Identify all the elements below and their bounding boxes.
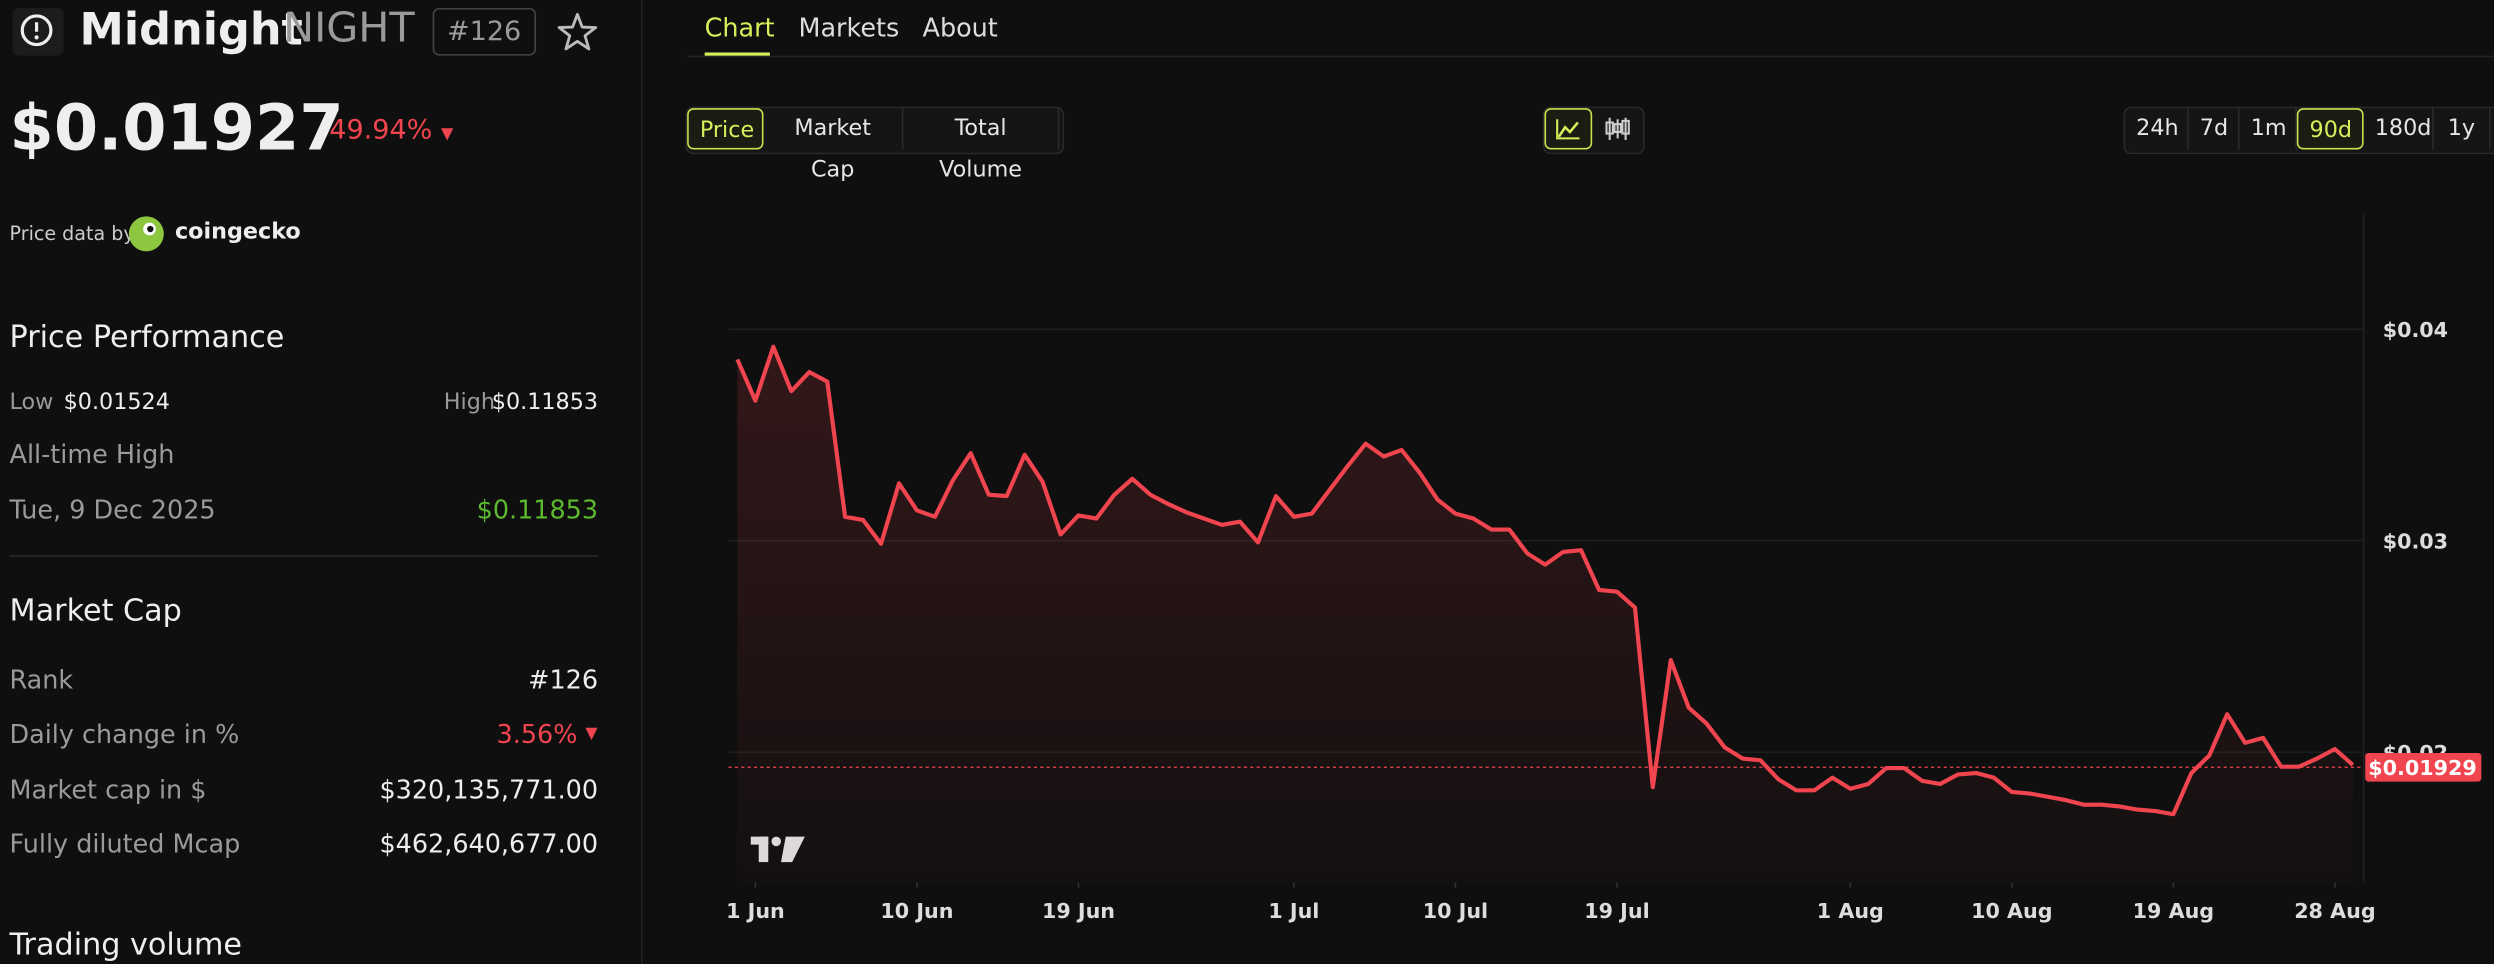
row-value: #126 bbox=[528, 664, 599, 696]
tab-divider bbox=[687, 55, 2494, 58]
metric-button[interactable]: Price bbox=[687, 108, 764, 150]
range-button[interactable]: 90d bbox=[2296, 108, 2364, 150]
down-arrow: ▼ bbox=[440, 125, 454, 144]
sidebar-border bbox=[641, 0, 643, 964]
x-tick-label: 19 Jul bbox=[1584, 899, 1649, 923]
x-tick-label: 1 Jul bbox=[1268, 899, 1319, 923]
price-change-value: 49.94% bbox=[329, 114, 433, 147]
x-tick-label: 28 Aug bbox=[2294, 899, 2375, 923]
x-tick-label: 10 Aug bbox=[1971, 899, 2052, 923]
row-value: $462,640,677.00 bbox=[379, 828, 599, 859]
coin-name: Midnight bbox=[79, 3, 303, 56]
tab-underline bbox=[704, 52, 770, 56]
rank-badge: #126 bbox=[432, 7, 536, 56]
coin-symbol: NIGHT bbox=[283, 4, 415, 53]
tab[interactable]: Chart bbox=[704, 12, 775, 43]
info-icon bbox=[20, 14, 53, 47]
x-tick-label: 1 Jun bbox=[726, 899, 785, 923]
x-tick-label: 19 Aug bbox=[2133, 899, 2214, 923]
range-button[interactable]: 1y bbox=[2434, 108, 2491, 150]
price: $0.01927 bbox=[9, 92, 344, 166]
tab[interactable]: About bbox=[922, 12, 998, 43]
tab[interactable]: Markets bbox=[798, 12, 900, 43]
row-label: Rank bbox=[9, 664, 74, 696]
coingecko-logo bbox=[128, 216, 164, 252]
range-button[interactable]: 1m bbox=[2240, 108, 2297, 150]
metric-button[interactable]: Market Cap bbox=[763, 108, 904, 183]
section-title: Market Cap bbox=[9, 593, 182, 629]
down-arrow: ▼ bbox=[585, 725, 598, 744]
range-button[interactable]: 24h bbox=[2125, 108, 2189, 150]
line-chart-button[interactable] bbox=[1544, 108, 1593, 150]
x-tick-label: 10 Jun bbox=[880, 899, 953, 923]
metric-button[interactable]: Total Volume bbox=[903, 108, 1060, 183]
low-label: Low bbox=[9, 389, 54, 416]
ath-date: Tue, 9 Dec 2025 bbox=[9, 494, 216, 525]
info-button[interactable] bbox=[12, 7, 64, 56]
row-value: $320,135,771.00 bbox=[379, 773, 599, 805]
row-value: 3.56% bbox=[496, 719, 578, 750]
row-label: Daily change in % bbox=[9, 719, 240, 750]
current-price-label: $0.01929 bbox=[2368, 756, 2476, 780]
high-label: High bbox=[443, 389, 495, 416]
ath-label: All-time High bbox=[9, 439, 175, 470]
source-name: coingecko bbox=[174, 219, 301, 245]
price-area bbox=[737, 346, 2353, 883]
row-label: Fully diluted Mcap bbox=[9, 828, 241, 859]
favorite-star[interactable] bbox=[557, 11, 598, 52]
range-button[interactable]: 7d bbox=[2189, 108, 2240, 150]
divider bbox=[9, 555, 599, 557]
range-button[interactable]: 180d bbox=[2364, 108, 2434, 150]
candle-chart-button[interactable] bbox=[1597, 110, 1638, 148]
x-tick-label: 1 Aug bbox=[1817, 899, 1884, 923]
high-value: $0.11853 bbox=[491, 389, 599, 416]
section-title: Price Performance bbox=[9, 319, 285, 355]
low-value: $0.01524 bbox=[63, 389, 170, 416]
line-icon bbox=[1556, 119, 1580, 140]
y-tick-label: $0.03 bbox=[2383, 530, 2448, 554]
current-price-tag bbox=[2365, 752, 2482, 782]
y-tick-label: $0.04 bbox=[2383, 318, 2448, 342]
ath-value: $0.11853 bbox=[476, 494, 599, 525]
price-change: 49.94% ▼ bbox=[329, 115, 453, 147]
section-title: Trading volume bbox=[9, 927, 242, 963]
x-tick-label: 10 Jul bbox=[1423, 899, 1488, 923]
row-label: Market cap in $ bbox=[9, 773, 207, 805]
x-tick-label: 19 Jun bbox=[1042, 899, 1115, 923]
source-label: Price data by bbox=[9, 222, 135, 245]
price-line bbox=[735, 344, 2355, 817]
